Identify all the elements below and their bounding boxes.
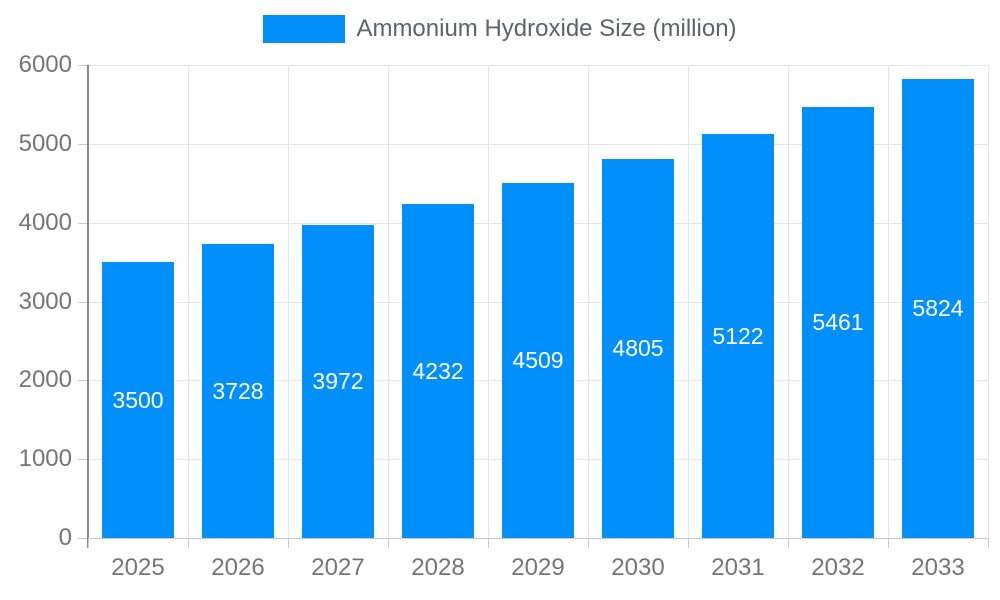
bar-value-label: 3500 [112, 386, 164, 413]
y-axis-tick [78, 65, 88, 66]
y-axis-label: 2000 [18, 366, 72, 394]
chart-legend[interactable]: Ammonium Hydroxide Size (million) [0, 15, 1000, 43]
x-gridline [288, 65, 289, 538]
x-gridline [188, 65, 189, 538]
y-gridline [88, 65, 988, 66]
bar-value-label: 3972 [312, 367, 364, 394]
x-axis-tick [688, 538, 689, 548]
bar-value-label: 5122 [712, 322, 764, 349]
legend-color-swatch [263, 15, 346, 43]
x-axis-tick [288, 538, 289, 548]
x-axis-tick [188, 538, 189, 548]
x-gridline [488, 65, 489, 538]
y-axis-label: 6000 [18, 51, 72, 78]
x-axis-tick [788, 538, 789, 548]
y-axis-tick [78, 459, 88, 461]
x-gridline [588, 65, 589, 538]
y-axis-label: 0 [58, 524, 72, 551]
x-axis-tick [988, 538, 989, 548]
bar[interactable]: 3500 [102, 262, 174, 538]
bar[interactable]: 4232 [402, 204, 474, 538]
x-axis-label: 2027 [311, 554, 365, 581]
y-gridline [88, 143, 988, 145]
bar[interactable]: 3728 [202, 244, 274, 538]
x-axis-label: 2028 [411, 554, 465, 581]
bar[interactable]: 4805 [602, 159, 674, 538]
y-axis-label: 4000 [18, 208, 72, 236]
bar-value-label: 3728 [212, 377, 264, 404]
bar-value-label: 4509 [512, 346, 564, 373]
x-gridline [788, 65, 789, 538]
bar[interactable]: 3972 [302, 224, 374, 538]
x-gridline [888, 65, 889, 538]
y-axis-label: 3000 [18, 287, 72, 315]
x-gridline [388, 65, 389, 538]
x-axis-tick [388, 538, 389, 548]
bar[interactable]: 5122 [702, 134, 774, 538]
bar-value-label: 4805 [612, 335, 664, 362]
x-axis-tick [588, 538, 589, 548]
bar-value-label: 5461 [812, 309, 864, 336]
x-axis-label: 2030 [611, 554, 665, 581]
bar[interactable]: 4509 [502, 182, 574, 538]
y-axis-tick [78, 301, 88, 303]
bar[interactable]: 5824 [902, 78, 974, 538]
bar[interactable]: 5461 [802, 107, 874, 538]
x-axis-tick [488, 538, 489, 548]
bar-value-label: 5824 [912, 294, 964, 321]
x-axis-label: 2029 [511, 554, 565, 581]
x-axis-label: 2032 [811, 554, 865, 581]
x-axis-label: 2031 [711, 554, 765, 581]
x-axis-tick [888, 538, 889, 548]
x-gridline [688, 65, 689, 538]
legend-label: Ammonium Hydroxide Size (million) [356, 15, 737, 42]
x-axis-label: 2025 [111, 554, 165, 581]
x-axis-label: 2026 [211, 554, 265, 581]
y-gridline [88, 538, 988, 539]
x-axis-label: 2033 [911, 554, 965, 581]
y-axis-tick [78, 222, 88, 224]
y-axis-tick [78, 380, 88, 382]
x-gridline [988, 65, 989, 538]
y-axis-tick [78, 143, 88, 145]
y-axis-line [87, 65, 89, 548]
y-axis-label: 5000 [18, 129, 72, 157]
y-axis-label: 1000 [18, 445, 72, 473]
bar-value-label: 4232 [412, 357, 464, 384]
y-axis-tick [78, 538, 88, 539]
x-axis-tick [88, 538, 89, 548]
